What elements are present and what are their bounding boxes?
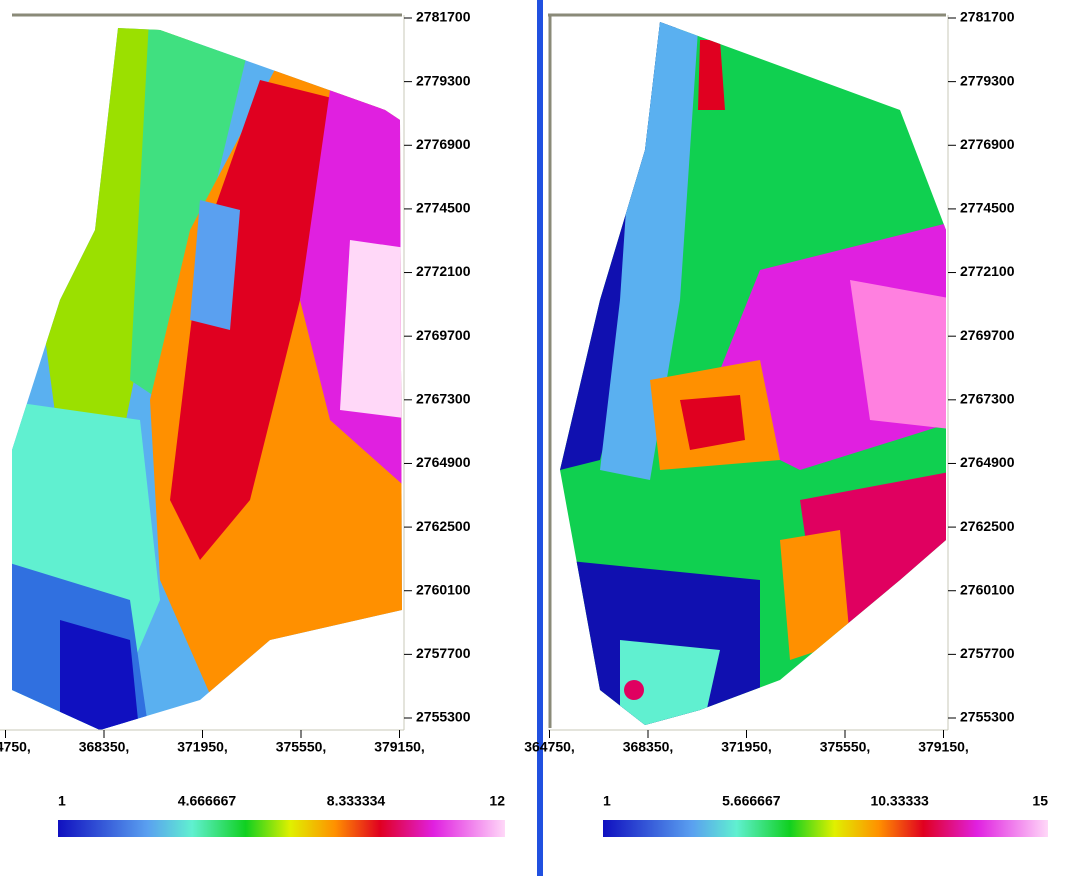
colorbar-label: 8.333334: [327, 793, 386, 809]
colorbar: [603, 820, 1048, 837]
x-tick-label: 364750,: [524, 739, 575, 755]
colorbar-label: 5.666667: [722, 793, 781, 809]
y-tick-label: 2781700: [960, 9, 1015, 25]
y-tick-label: 2762500: [416, 518, 471, 534]
x-tick-label: 379150,: [918, 739, 969, 755]
colorbar: [58, 820, 505, 837]
x-tick-label: 371950,: [177, 739, 228, 755]
y-tick-label: 2757700: [960, 645, 1015, 661]
colorbar-label: 1: [58, 793, 66, 809]
map-view: 2781700 2779300 2776900 2774500 2772100 27697…: [0, 0, 1068, 876]
y-tick-label: 2764900: [960, 454, 1015, 470]
y-tick-label: 2774500: [960, 200, 1015, 216]
y-tick-label: 2762500: [960, 518, 1015, 534]
y-tick-label: 2760100: [960, 581, 1015, 597]
y-tick-label: 2776900: [416, 136, 471, 152]
colorbar-label: 10.33333: [870, 793, 929, 809]
y-tick-label: 2781700: [416, 9, 471, 25]
raster-right: [540, 0, 960, 740]
y-tick-label: 2764900: [416, 454, 471, 470]
y-tick-label: 2755300: [960, 709, 1015, 725]
y-tick-label: 2772100: [960, 263, 1015, 279]
y-tick-label: 2755300: [416, 709, 471, 725]
x-tick-label: 368350,: [79, 739, 130, 755]
y-tick-label: 2760100: [416, 581, 471, 597]
y-tick-label: 2767300: [960, 391, 1015, 407]
x-tick-label: 379150,: [374, 739, 425, 755]
colorbar-label: 4.666667: [178, 793, 237, 809]
y-tick-label: 2772100: [416, 263, 471, 279]
y-tick-label: 2774500: [416, 200, 471, 216]
x-tick-label: 375550,: [276, 739, 327, 755]
blob: [624, 680, 644, 700]
x-tick-label: 368350,: [623, 739, 674, 755]
x-tick-label: 371950,: [721, 739, 772, 755]
y-tick-label: 2779300: [416, 72, 471, 88]
y-tick-label: 2769700: [960, 327, 1015, 343]
x-tick-label: 364750,: [0, 739, 31, 755]
y-tick-label: 2769700: [416, 327, 471, 343]
colorbar-label: 15: [1032, 793, 1048, 809]
raster-left: [0, 0, 420, 740]
y-tick-label: 2779300: [960, 72, 1015, 88]
y-tick-label: 2776900: [960, 136, 1015, 152]
y-tick-label: 2757700: [416, 645, 471, 661]
colorbar-label: 12: [489, 793, 505, 809]
page: {"panels": [ {"yticks": [2781700, 277930…: [0, 0, 1068, 876]
y-tick-label: 2767300: [416, 391, 471, 407]
colorbar-label: 1: [603, 793, 611, 809]
x-tick-label: 375550,: [820, 739, 871, 755]
